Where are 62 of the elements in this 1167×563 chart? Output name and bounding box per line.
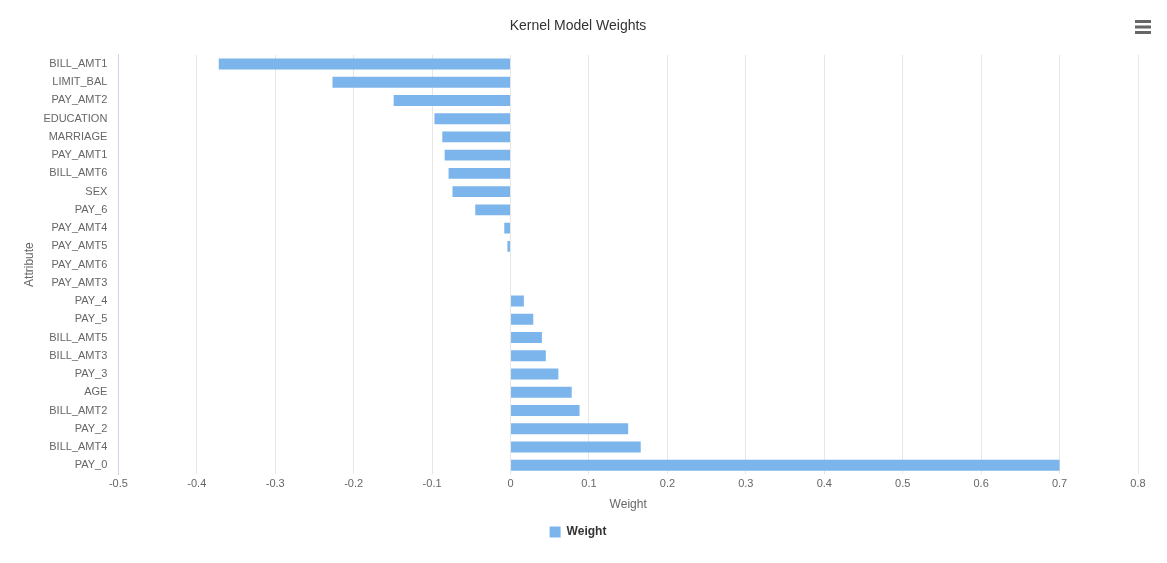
y-tick-label: PAY_AMT2: [51, 93, 108, 106]
bar: [511, 459, 1060, 471]
chart-title: Kernel Model Weights: [509, 17, 647, 34]
bar: [511, 441, 641, 453]
y-tick-label: PAY_4: [74, 294, 108, 307]
y-tick-label: PAY_3: [74, 367, 108, 380]
y-tick-label: SEX: [85, 184, 109, 197]
bar: [511, 368, 559, 380]
x-tick-label: 0.1: [581, 477, 597, 490]
y-tick-label: PAY_0: [74, 458, 108, 471]
x-tick-label: -0.4: [187, 477, 207, 490]
y-tick-label: AGE: [84, 385, 108, 398]
x-tick-label: -0.5: [108, 477, 128, 490]
x-axis-title: Weight: [609, 497, 648, 512]
y-tick-label: EDUCATION: [43, 111, 108, 124]
y-tick-label: BILL_AMT2: [49, 403, 108, 416]
bar: [511, 295, 524, 307]
bar: [448, 167, 511, 179]
x-tick-label: 0.6: [973, 477, 989, 490]
x-tick-label: -0.2: [344, 477, 364, 490]
bar: [475, 204, 511, 216]
legend-label: Weight: [566, 524, 607, 539]
y-tick-label: BILL_AMT1: [49, 56, 108, 69]
y-tick-label: LIMIT_BAL: [52, 75, 108, 88]
x-tick-label: 0.5: [895, 477, 911, 490]
bar: [393, 94, 511, 106]
x-tick-label: 0.2: [659, 477, 676, 490]
bar: [218, 58, 511, 70]
bar: [507, 240, 511, 252]
y-axis-title: Attribute: [21, 241, 36, 287]
bar: [511, 423, 629, 435]
y-tick-label: PAY_AMT5: [51, 239, 108, 252]
x-tick-label: -0.3: [265, 477, 285, 490]
bar: [511, 405, 580, 417]
x-tick-label: 0.3: [738, 477, 754, 490]
bar: [452, 186, 511, 198]
y-tick-label: BILL_AMT4: [49, 440, 108, 453]
y-tick-label: BILL_AMT5: [49, 330, 108, 343]
x-tick-label: 0.4: [816, 477, 832, 490]
y-tick-label: MARRIAGE: [48, 129, 108, 142]
bar: [332, 76, 511, 88]
y-tick-label: PAY_2: [74, 421, 108, 434]
y-tick-label: BILL_AMT3: [49, 348, 108, 361]
x-tick-label: 0.7: [1051, 477, 1068, 490]
x-tick-label: 0: [507, 477, 514, 490]
y-tick-label: PAY_AMT4: [51, 221, 108, 234]
bar: [511, 350, 546, 362]
x-tick-label: -0.1: [422, 477, 442, 490]
bar: [511, 313, 534, 325]
bar: [511, 386, 572, 398]
bar: [444, 149, 511, 161]
bar: [511, 332, 542, 344]
y-tick-label: PAY_AMT1: [51, 148, 108, 161]
y-tick-label: PAY_5: [74, 312, 108, 325]
bar: [442, 131, 511, 143]
x-tick-label: 0.8: [1130, 477, 1146, 490]
bar: [434, 113, 511, 125]
y-tick-label: BILL_AMT6: [49, 166, 108, 179]
y-tick-label: PAY_AMT6: [51, 257, 108, 270]
y-tick-label: PAY_6: [74, 202, 108, 215]
bar: [504, 222, 511, 234]
y-tick-label: PAY_AMT3: [51, 275, 108, 288]
